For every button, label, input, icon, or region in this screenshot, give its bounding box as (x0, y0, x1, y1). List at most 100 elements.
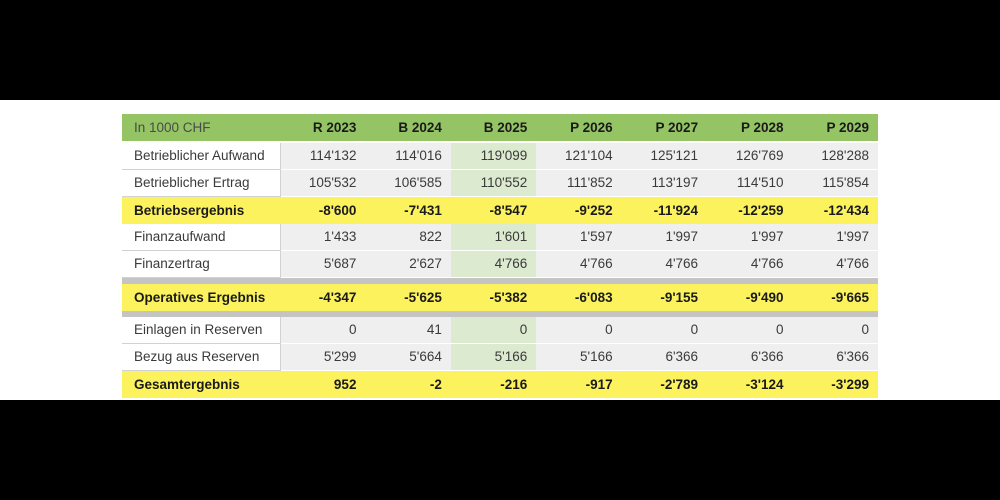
section-separator-row (122, 311, 878, 317)
cell-p2028: 4'766 (707, 250, 793, 278)
unit-label-cell: In 1000 CHF (122, 114, 281, 141)
table-row: Finanzaufwand 1'433 822 1'601 1'597 1'997 1'99… (122, 224, 878, 251)
section-separator-cell (122, 311, 281, 317)
cell-b2024: 5'664 (365, 343, 451, 371)
cell-p2029: 115'854 (792, 169, 878, 197)
cell-p2028: 114'510 (707, 169, 793, 197)
cell-p2028: 6'366 (707, 343, 793, 371)
section-separator-cell (536, 277, 622, 284)
cell-b2025: 5'166 (450, 343, 537, 371)
table-row: Bezug aus Reserven 5'299 5'664 5'166 5'166 6'… (122, 343, 878, 371)
header-gap-cell (792, 141, 878, 143)
cell-b2025: -216 (450, 370, 537, 398)
cell-b2024: -5'625 (365, 284, 451, 311)
cell-b2025: 119'099 (450, 143, 537, 170)
cell-b2024: 822 (365, 224, 451, 251)
section-separator-cell (450, 277, 537, 284)
cell-p2029: -12'434 (792, 196, 878, 224)
header-row: In 1000 CHF R 2023 B 2024 B 2025 P 2026 … (122, 114, 878, 141)
section-separator-cell (365, 311, 451, 317)
cell-b2024: 2'627 (365, 250, 451, 278)
cell-r2023: 5'687 (280, 250, 366, 278)
header-gap-cell (450, 141, 537, 143)
cell-b2025: 1'601 (450, 224, 537, 251)
cell-r2023: 114'132 (280, 143, 366, 170)
cell-p2027: 6'366 (621, 343, 708, 371)
table-row: Einlagen in Reserven 0 41 0 0 0 0 0 (122, 317, 878, 344)
cell-p2027: 0 (621, 317, 708, 344)
cell-p2027: 4'766 (621, 250, 708, 278)
cell-p2028: 126'769 (707, 143, 793, 170)
column-header-p2029: P 2029 (792, 114, 878, 141)
table-row: Betrieblicher Aufwand 114'132 114'016 119'0… (122, 143, 878, 170)
row-label: Bezug aus Reserven (122, 343, 281, 371)
column-header-p2027: P 2027 (621, 114, 708, 141)
cell-b2025: -5'382 (450, 284, 537, 311)
cell-p2028: 0 (707, 317, 793, 344)
row-label: Gesamtergebnis (122, 370, 281, 398)
header-gap-cell (536, 141, 622, 143)
cell-p2028: -3'124 (707, 370, 793, 398)
cell-p2026: -917 (536, 370, 622, 398)
table-header: In 1000 CHF R 2023 B 2024 B 2025 P 2026 … (122, 114, 878, 141)
cell-b2024: 106'585 (365, 169, 451, 197)
cell-p2028: -12'259 (707, 196, 793, 224)
header-gap-cell (365, 141, 451, 143)
cell-p2027: 113'197 (621, 169, 708, 197)
cell-b2025: 4'766 (450, 250, 537, 278)
header-gap-cell (280, 141, 366, 143)
section-separator-cell (365, 277, 451, 284)
cell-p2027: -9'155 (621, 284, 708, 311)
cell-r2023: 5'299 (280, 343, 366, 371)
header-gap-cell (707, 141, 793, 143)
table-row: Finanzertrag 5'687 2'627 4'766 4'766 4'766 4'7… (122, 250, 878, 278)
section-separator-cell (707, 311, 793, 317)
column-header-r2023: R 2023 (280, 114, 366, 141)
table-row: Betrieblicher Ertrag 105'532 106'585 110'55… (122, 169, 878, 197)
row-label: Betriebsergebnis (122, 196, 281, 224)
row-label: Finanzertrag (122, 250, 281, 278)
financial-table-container: In 1000 CHF R 2023 B 2024 B 2025 P 2026 … (122, 114, 878, 398)
cell-p2029: -9'665 (792, 284, 878, 311)
cell-b2024: -7'431 (365, 196, 451, 224)
cell-b2025: -8'547 (450, 196, 537, 224)
header-gap-cell (122, 141, 281, 143)
section-separator-cell (122, 277, 281, 284)
section-separator-cell (280, 311, 366, 317)
cell-p2027: -11'924 (621, 196, 708, 224)
column-header-p2026: P 2026 (536, 114, 622, 141)
section-separator-cell (707, 277, 793, 284)
cell-p2028: 1'997 (707, 224, 793, 251)
cell-p2028: -9'490 (707, 284, 793, 311)
cell-r2023: 1'433 (280, 224, 366, 251)
column-header-p2028: P 2028 (707, 114, 793, 141)
financial-table: In 1000 CHF R 2023 B 2024 B 2025 P 2026 … (122, 114, 878, 398)
header-gap-row (122, 141, 878, 143)
cell-p2029: 6'366 (792, 343, 878, 371)
cell-p2029: 128'288 (792, 143, 878, 170)
cell-p2026: 4'766 (536, 250, 622, 278)
section-separator-cell (536, 311, 622, 317)
section-separator-row (122, 277, 878, 284)
section-separator-cell (280, 277, 366, 284)
table-body: Betrieblicher Aufwand 114'132 114'016 119'0… (122, 141, 878, 398)
column-header-b2025: B 2025 (450, 114, 537, 141)
cell-r2023: -8'600 (280, 196, 366, 224)
header-gap-cell (621, 141, 708, 143)
row-label: Operatives Ergebnis (122, 284, 281, 311)
table-row-total: Betriebsergebnis -8'600 -7'431 -8'547 -9'252… (122, 196, 878, 224)
row-label: Einlagen in Reserven (122, 317, 281, 344)
row-label: Betrieblicher Aufwand (122, 143, 281, 170)
cell-p2029: 0 (792, 317, 878, 344)
cell-p2027: -2'789 (621, 370, 708, 398)
cell-b2025: 110'552 (450, 169, 537, 197)
cell-b2024: -2 (365, 370, 451, 398)
cell-p2027: 125'121 (621, 143, 708, 170)
cell-p2026: 121'104 (536, 143, 622, 170)
cell-r2023: 952 (280, 370, 366, 398)
section-separator-cell (450, 311, 537, 317)
cell-p2026: -9'252 (536, 196, 622, 224)
row-label: Finanzaufwand (122, 224, 281, 251)
table-row-total: Operatives Ergebnis -4'347 -5'625 -5'382 -6'… (122, 284, 878, 311)
cell-r2023: 0 (280, 317, 366, 344)
